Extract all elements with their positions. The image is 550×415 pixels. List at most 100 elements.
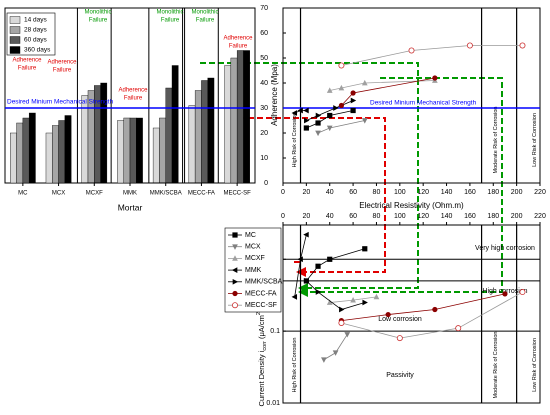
y-tick-label: 50 <box>260 55 268 62</box>
bar <box>171 65 179 184</box>
legend-label: MMK <box>245 267 262 274</box>
x-tick-label: 100 <box>394 213 406 220</box>
label-sub: corr <box>262 341 268 351</box>
red-guide <box>230 117 386 277</box>
failure-box <box>148 7 184 184</box>
bar <box>188 105 196 184</box>
annotation: Adherence <box>12 58 42 64</box>
marker <box>332 350 339 356</box>
y-tick-label: 0.01 <box>266 400 280 407</box>
y-tick-label: 20 <box>260 130 268 137</box>
marker <box>361 79 368 86</box>
annotation: Failure <box>161 18 180 24</box>
legend-swatch <box>9 26 21 34</box>
marker <box>362 246 368 252</box>
x-tick-label: MMK/SCBA <box>150 191 182 197</box>
legend-marker <box>232 290 238 297</box>
x-tick-label: 220 <box>534 213 546 220</box>
x-tick-label: 180 <box>487 189 499 196</box>
x-tick-label: MC <box>18 191 28 197</box>
bar <box>207 77 215 184</box>
legend-label: 60 days <box>24 37 48 44</box>
x-tick-label: 140 <box>441 213 453 220</box>
bar <box>201 80 208 184</box>
series-line <box>323 334 348 361</box>
marker <box>373 293 380 300</box>
legend-label: MCX <box>245 244 261 251</box>
legend-label: 360 days <box>24 47 51 54</box>
x-tick-label: 200 <box>511 213 523 220</box>
legend-marker <box>231 302 238 309</box>
legend-swatch <box>9 46 21 54</box>
marker <box>315 289 322 295</box>
marker <box>455 325 462 332</box>
x-tick-label: MECC-SF <box>223 191 251 197</box>
legend-label: MECC-SF <box>245 302 277 309</box>
x-tick-label: 80 <box>373 213 381 220</box>
marker <box>350 90 356 96</box>
guide-arrows <box>200 62 503 297</box>
legend-marker <box>232 244 238 250</box>
threshold-label: Low corrosion <box>378 316 422 323</box>
marker <box>304 278 310 284</box>
bar <box>64 115 72 184</box>
legend-label: MMK/SCBA <box>245 279 283 286</box>
x-tick-label: 60 <box>349 213 357 220</box>
marker <box>338 319 345 326</box>
x-axis-label: Electrical Resistivity (Ohm.m) <box>359 201 464 210</box>
legend-marker <box>232 255 238 261</box>
series-line <box>306 248 365 282</box>
x-tick-label: 40 <box>326 213 334 220</box>
marker <box>327 112 333 119</box>
bar <box>243 50 250 184</box>
y-tick-label: 10 <box>260 155 268 162</box>
marker <box>327 256 333 262</box>
marker <box>326 87 333 93</box>
bar <box>28 112 36 184</box>
legend-label: 28 days <box>24 27 48 34</box>
label-part: Current Density i <box>257 350 266 406</box>
bar <box>22 117 30 184</box>
marker <box>432 306 438 313</box>
marker <box>303 231 309 238</box>
bar <box>165 87 173 184</box>
legend-swatch <box>9 36 21 44</box>
threshold-label: High corrosion <box>482 288 527 295</box>
annotation: Failure <box>124 96 143 102</box>
y-tick-label: 70 <box>260 5 268 12</box>
x-tick-label: MCXF <box>86 191 103 197</box>
annotation: Adherence <box>118 88 148 94</box>
bar <box>129 117 137 184</box>
bar <box>224 65 232 184</box>
marker <box>297 107 303 114</box>
annotation: Monolithic <box>191 10 218 16</box>
marker <box>502 291 508 297</box>
marker <box>333 105 339 111</box>
x-tick-label: 0 <box>281 213 285 220</box>
series-line <box>306 280 365 310</box>
marker <box>321 357 327 363</box>
legend-marker <box>231 267 238 273</box>
marker <box>303 125 309 131</box>
marker <box>361 118 368 124</box>
bar <box>52 125 59 184</box>
annotation: Failure <box>229 44 248 50</box>
threshold-label: Passivity <box>386 372 414 379</box>
x-tick-label: 160 <box>464 213 476 220</box>
marker <box>396 335 403 342</box>
y-tick-label: 40 <box>260 80 268 87</box>
marker <box>362 299 368 306</box>
y-tick-label: 0.1 <box>270 328 280 335</box>
x-tick-label: 100 <box>394 189 406 196</box>
marker <box>291 293 298 300</box>
marker <box>315 130 321 137</box>
bar <box>230 57 238 184</box>
zone-label: Low Risk of Corrosion <box>532 113 538 167</box>
marker <box>519 289 526 296</box>
label-part: (μA/cm <box>257 315 266 341</box>
marker <box>326 125 333 132</box>
marker <box>338 84 345 91</box>
x-axis-label: Mortar <box>118 202 143 212</box>
x-tick-label: 180 <box>487 213 499 220</box>
